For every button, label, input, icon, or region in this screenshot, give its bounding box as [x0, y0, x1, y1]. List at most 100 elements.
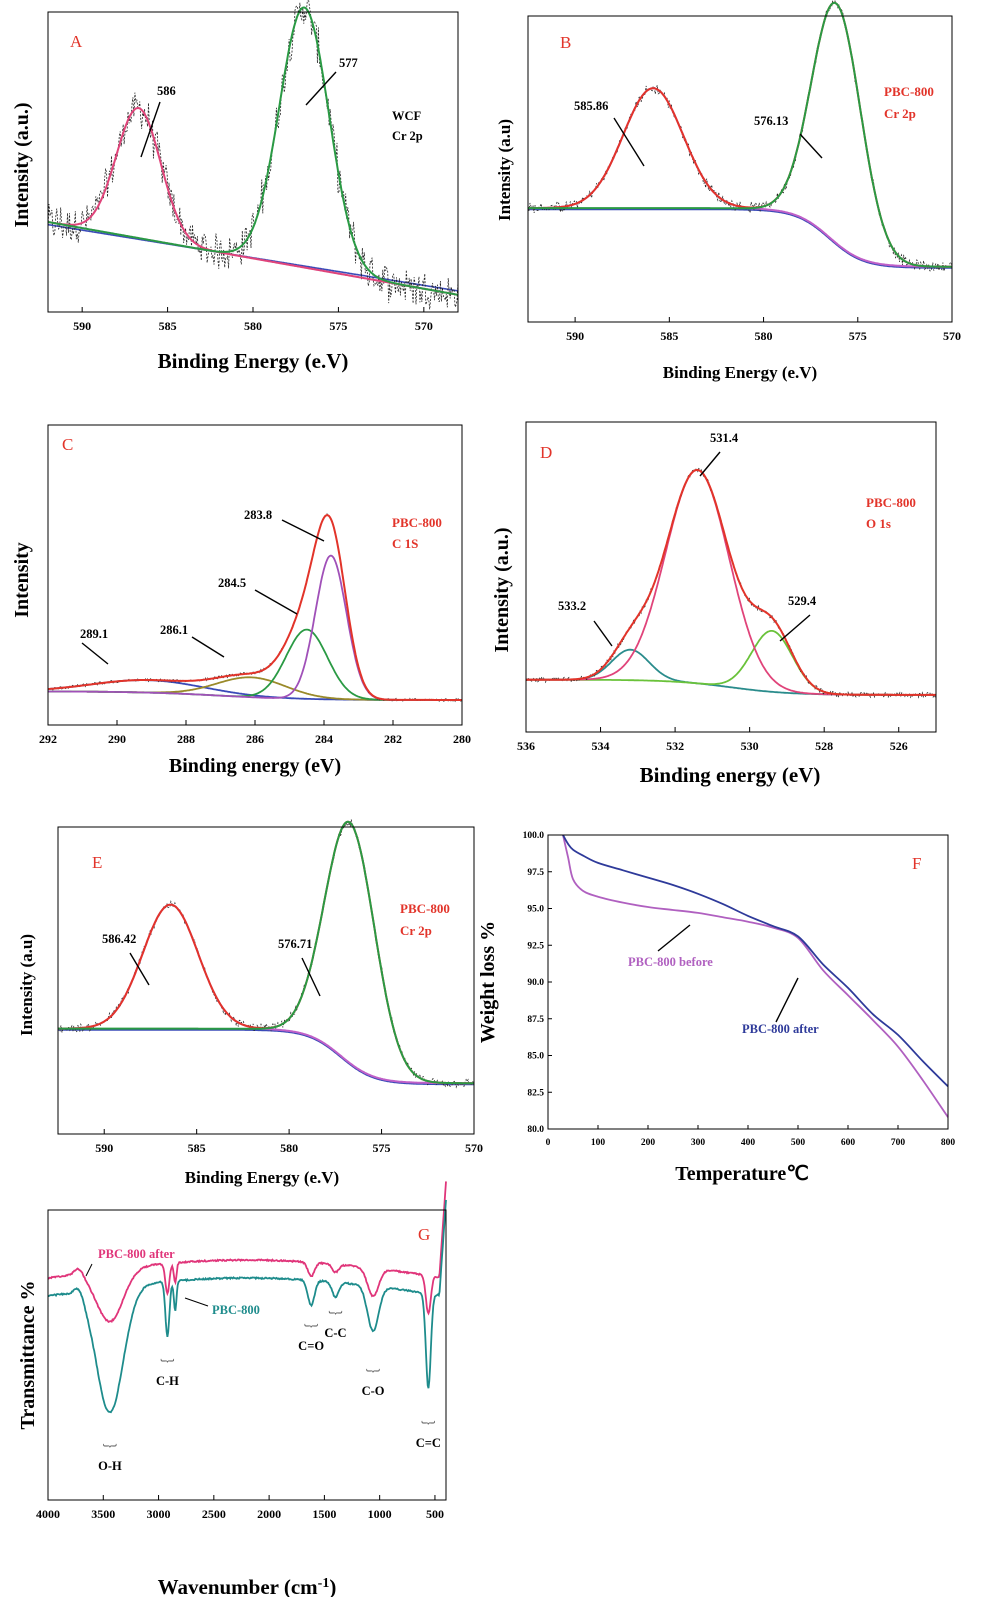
- panel-f-plot-frame: [547, 834, 949, 1130]
- panel-b-x-axis-label: Binding Energy (e.V): [663, 363, 817, 382]
- band-label-o-h: O-H: [98, 1459, 122, 1473]
- x-tick-label: 570: [415, 319, 433, 333]
- panel-a-plot-frame: [47, 11, 459, 313]
- panel-c-x-ticks: 292 290 288 286 284 282 280: [39, 720, 471, 746]
- panel-c-xps-pbc800-c1s: 292 290 288 286 284 282 280 C PBC-800 C 1S 283…: [11, 424, 471, 777]
- x-tick-label: 580: [280, 1141, 298, 1155]
- band-brace: ︸: [103, 1444, 117, 1460]
- fit-peak-576.71: [58, 820, 474, 1085]
- x-tick-label: 200: [641, 1138, 656, 1148]
- panel-f-curves: [562, 834, 949, 1118]
- panel-b-x-ticks: 590 585 580 575 570: [566, 317, 961, 343]
- tga-curve-pbc-800-after: [562, 834, 949, 1088]
- x-tick-label: 570: [465, 1141, 483, 1155]
- x-tick-label: 0: [546, 1138, 551, 1148]
- fit-peak-577: [47, 6, 459, 296]
- x-tick-label: 575: [329, 319, 347, 333]
- panel-e-peak-label-576: 576.71: [278, 937, 312, 951]
- panel-e-curves: [57, 819, 475, 1089]
- x-tick-label: 585: [159, 319, 177, 333]
- panel-e-letter: E: [92, 853, 102, 872]
- panel-d-plot-frame: [525, 421, 937, 733]
- x-tick-label: 800: [941, 1138, 956, 1148]
- band-brace: ︸: [366, 1369, 380, 1385]
- panel-c-peak-label-283: 283.8: [244, 508, 272, 522]
- x-tick-label: 288: [177, 732, 195, 746]
- baseline-curve: [528, 208, 952, 269]
- panel-g-x-axis-label: Wavenumber (cm-1): [158, 1575, 337, 1597]
- panel-e-x-axis-label: Binding Energy (e.V): [185, 1168, 339, 1187]
- panel-c-peak-label-284: 284.5: [218, 576, 246, 590]
- y-tick-label: 90.0: [527, 978, 544, 988]
- baseline-curve: [58, 1029, 474, 1086]
- band-label-c-o: C-O: [362, 1384, 385, 1398]
- panel-f-x-ticks: 0 100 200 300 400 500 600 700 800: [546, 1125, 956, 1148]
- panel-c-arrow-283: [281, 519, 325, 542]
- x-tick-label: 2500: [202, 1507, 226, 1521]
- x-tick-label: 286: [246, 732, 264, 746]
- x-tick-label: 590: [566, 329, 584, 343]
- panel-d-x-axis-label: Binding energy (eV): [640, 763, 821, 787]
- panel-g-y-axis-label: Transmittance %: [17, 1280, 39, 1429]
- panel-e-xps-pbc800-cr2p: 590 585 580 575 570 E PBC-800 Cr 2p 586.42 5…: [17, 819, 483, 1187]
- panel-a-x-ticks: 590 585 580 575 570: [73, 307, 433, 333]
- panel-f-x-axis-label: Temperature℃: [675, 1163, 809, 1185]
- x-tick-label: 100: [591, 1138, 606, 1148]
- panel-a-x-axis-label: Binding Energy (e.V): [158, 349, 349, 373]
- panel-f-letter: F: [912, 854, 921, 873]
- x-tick-label: 2000: [257, 1507, 281, 1521]
- panel-b-arrow-585: [613, 117, 645, 167]
- x-tick-label: 534: [592, 739, 610, 753]
- panel-d-peak-label-529: 529.4: [788, 594, 817, 608]
- x-tick-label: 536: [517, 739, 535, 753]
- panel-g-band-labels: ︸O-H︸C-H︸C=O︸C-C︸C-O︸C=C: [98, 1311, 441, 1473]
- x-tick-label: 1000: [368, 1507, 392, 1521]
- x-tick-label: 290: [108, 732, 126, 746]
- component-peak-533.2: [526, 648, 936, 696]
- panel-g-pointer-pbc: [184, 1297, 209, 1307]
- panel-f-y-axis-label: Weight loss %: [477, 921, 499, 1043]
- panel-c-peak-label-289: 289.1: [80, 627, 108, 641]
- x-tick-label: 3000: [147, 1507, 171, 1521]
- x-tick-label: 282: [384, 732, 402, 746]
- tga-curve-pbc-800-before: [562, 834, 949, 1118]
- panel-c-arrow-284: [254, 589, 298, 615]
- panel-a-sample-name: WCF: [392, 109, 422, 123]
- panel-f-arrow-before: [657, 924, 691, 952]
- x-tick-label: 580: [244, 319, 262, 333]
- y-tick-label: 100.0: [523, 831, 545, 841]
- y-tick-label: 87.5: [527, 1015, 544, 1025]
- raw-spectrum: [57, 819, 475, 1089]
- panel-b-sample-region: Cr 2p: [884, 106, 916, 121]
- panel-c-curves: [47, 513, 463, 703]
- panel-e-sample-name: PBC-800: [400, 901, 450, 916]
- panel-b-xps-pbc800-cr2p: 590 585 580 575 570 B PBC-800 Cr 2p 585.86 5…: [495, 0, 961, 382]
- band-brace: ︸: [160, 1359, 174, 1375]
- panel-a-peak-label-586: 586: [157, 84, 176, 98]
- band-brace: ︸: [421, 1421, 435, 1437]
- panel-d-xps-pbc800-o1s: 536 534 532 530 528 526 D PBC-800 O 1s 531.4 …: [491, 421, 937, 787]
- fit-envelope: [526, 468, 936, 696]
- panel-b-plot-frame: [527, 15, 953, 323]
- panel-c-arrow-289: [81, 642, 109, 665]
- band-brace: ︸: [328, 1311, 342, 1327]
- panel-b-curves: [527, 0, 953, 272]
- component-peak-529.4: [526, 630, 936, 696]
- panel-e-y-axis-label: Intensity (a.u): [17, 934, 36, 1036]
- fit-envelope: [47, 514, 462, 701]
- ftir-curve-pbc800-after: [47, 1181, 447, 1323]
- panel-e-arrow-576: [301, 957, 321, 997]
- panel-g-x-axis-label-main: Wavenumber (cm: [158, 1575, 319, 1597]
- x-tick-label: 4000: [36, 1507, 60, 1521]
- panel-f-y-ticks: 80.0 82.5 85.0 87.5 90.0 92.5 95.0 97.5 100.0: [523, 831, 552, 1135]
- panel-d-sample-name: PBC-800: [866, 495, 916, 510]
- panel-d-sample-region: O 1s: [866, 516, 891, 531]
- panel-a-curves: [47, 0, 459, 310]
- raw-spectrum: [47, 513, 463, 703]
- panel-b-peak-label-576: 576.13: [754, 114, 788, 128]
- panel-a-arrow-586: [140, 101, 161, 158]
- panel-g-x-ticks: 4000 3500 3000 2500 2000 1500 1000 500: [36, 1495, 444, 1521]
- x-tick-label: 3500: [91, 1507, 115, 1521]
- panel-e-x-ticks: 590 585 580 575 570: [95, 1129, 483, 1155]
